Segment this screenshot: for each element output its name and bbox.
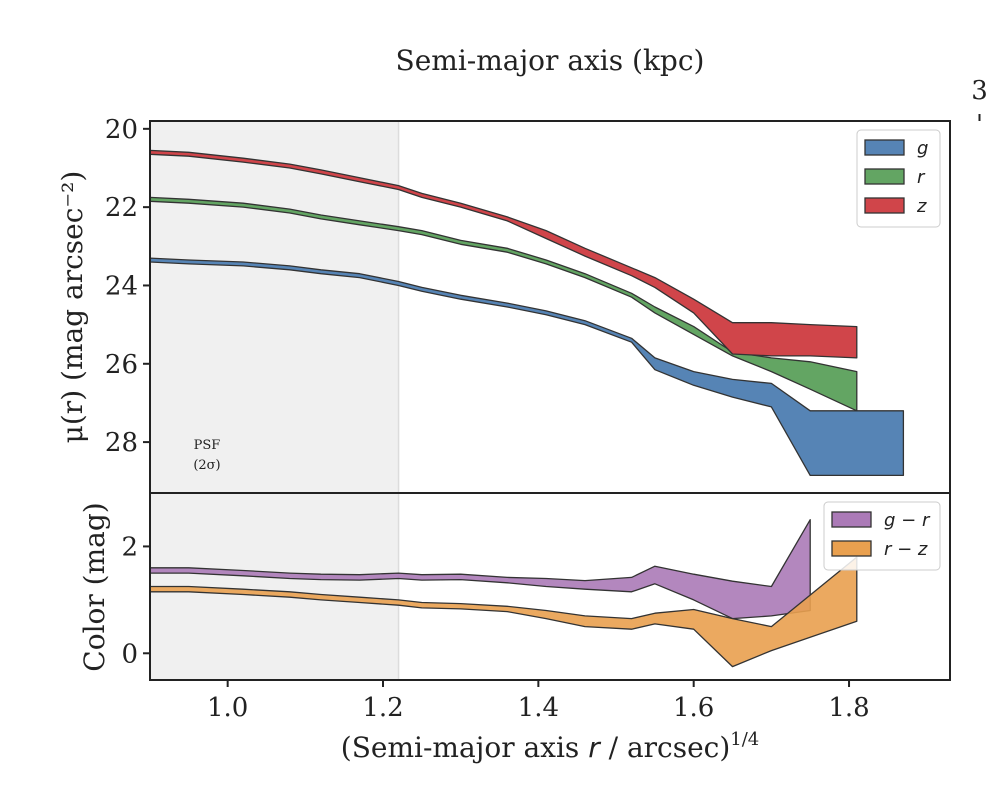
bottom-series-areas <box>149 519 858 668</box>
x-label-rest: / arcsec) <box>600 731 731 764</box>
top-legend: grz <box>856 129 941 228</box>
bottom-x-axis-ticks: 1.0 1.2 1.4 1.6 1.8 <box>207 680 870 723</box>
top-legend-label: r <box>917 167 926 188</box>
top-y-axis-ticks: 20 22 24 26 28 <box>105 115 150 458</box>
psf-label-line2: (2σ) <box>193 458 220 473</box>
x-label-main: (Semi-major axis <box>341 731 588 764</box>
top-legend-swatch <box>864 197 905 214</box>
top-series-band-1 <box>149 196 858 412</box>
top-legend-label: z <box>916 196 927 217</box>
bottom-legend-swatch <box>831 511 872 528</box>
bottom-y-axis-label: Color (mag) <box>78 502 111 671</box>
top-series-band-0 <box>149 257 905 477</box>
top-y-tick-label: 22 <box>105 193 138 223</box>
bottom-x-tick-label: 1.6 <box>673 693 714 723</box>
top-series-band-2 <box>149 149 858 359</box>
top-series-areas <box>149 149 905 477</box>
x-label-sup: 1/4 <box>730 729 759 750</box>
bottom-plot-frame <box>149 492 951 681</box>
bottom-legend: g − r r − z <box>823 501 941 571</box>
top-legend-label: g <box>917 138 928 159</box>
bottom-y-axis-ticks: 02 <box>121 532 150 669</box>
bottom-y-tick-label: 0 <box>121 639 138 669</box>
x-label-var: r <box>588 731 601 764</box>
top-y-tick-label: 26 <box>105 350 138 380</box>
bottom-x-axis-label: (Semi-major axis r / arcsec)1/4 <box>341 729 759 764</box>
top-kpc-axis-ticks: 3510203050 <box>971 76 988 121</box>
top-kpc-tick-label: 3 <box>971 76 988 106</box>
bottom-legend-label: g − r <box>884 510 931 531</box>
bottom-legend-label: r − z <box>884 539 928 560</box>
bottom-series-band-1 <box>149 556 858 668</box>
top-y-tick-label: 24 <box>105 271 138 301</box>
bottom-x-tick-label: 1.0 <box>207 693 248 723</box>
bottom-x-tick-label: 1.8 <box>828 693 869 723</box>
top-x-axis-label: Semi-major axis (kpc) <box>396 44 705 77</box>
top-legend-swatch <box>864 139 905 156</box>
psf-shaded-region-top <box>150 121 399 493</box>
top-y-tick-label: 28 <box>105 428 138 458</box>
bottom-x-tick-label: 1.4 <box>518 693 559 723</box>
top-y-tick-label: 20 <box>105 115 138 145</box>
top-y-axis-label: μ(r) (mag arcsec⁻²) <box>56 171 89 444</box>
psf-label-line1: PSF <box>194 438 221 453</box>
bottom-y-tick-label: 2 <box>121 532 138 562</box>
top-legend-swatch <box>864 168 905 185</box>
top-panel: 20 22 24 26 28 3510203050 Semi-major axis (k… <box>56 44 988 494</box>
bottom-panel: 02 1.0 1.2 1.4 1.6 1.8 Color (mag) (Semi-maj… <box>78 492 951 764</box>
bottom-x-tick-label: 1.2 <box>362 693 403 723</box>
bottom-legend-swatch <box>831 540 872 557</box>
